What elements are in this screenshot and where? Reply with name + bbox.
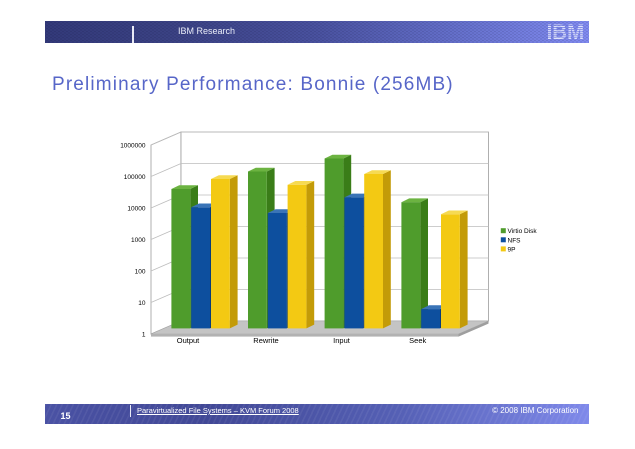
svg-text:Input: Input [333,336,351,345]
svg-text:100000: 100000 [124,174,146,181]
svg-text:Seek: Seek [409,336,426,345]
svg-text:1: 1 [142,331,146,338]
svg-text:9P: 9P [508,246,516,253]
svg-text:100: 100 [135,268,146,275]
svg-text:10: 10 [138,300,146,307]
svg-text:Output: Output [177,336,200,345]
svg-text:10000: 10000 [127,205,145,212]
svg-text:1000: 1000 [131,237,146,244]
svg-text:1000000: 1000000 [120,142,146,149]
svg-text:IBM: IBM [547,24,584,40]
svg-text:NFS: NFS [508,237,522,244]
svg-text:Virtio Disk: Virtio Disk [508,228,538,235]
svg-text:Rewrite: Rewrite [253,336,278,345]
